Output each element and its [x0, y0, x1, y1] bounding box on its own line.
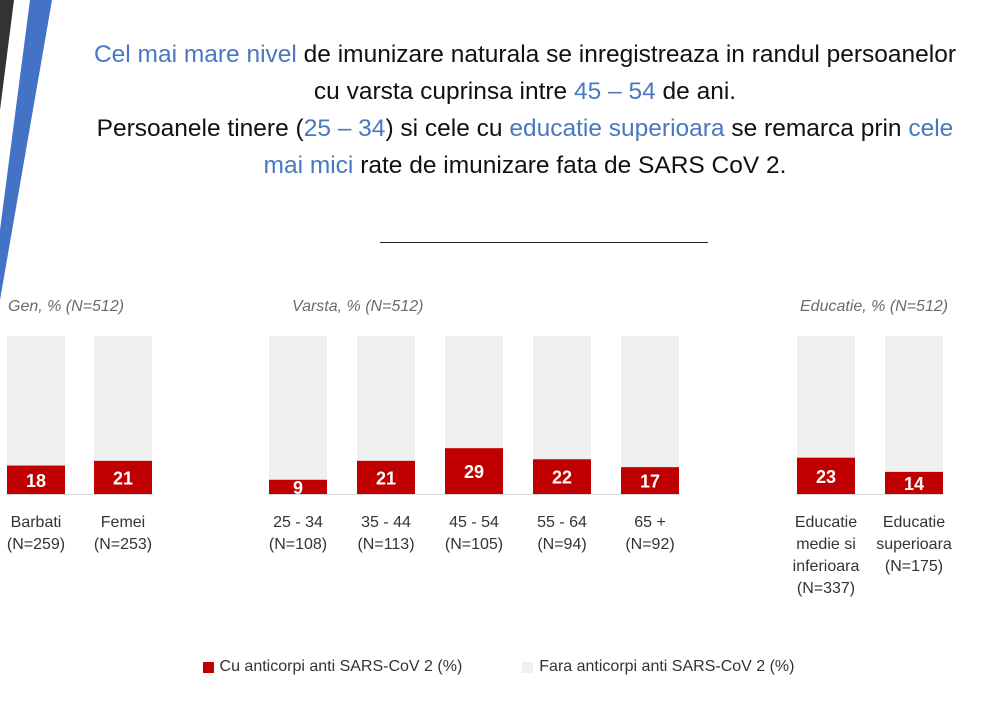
- category-label-7: Educatie medie si inferioara (N=337): [792, 514, 860, 597]
- headline-highlight-lowest: cele mai mici: [263, 115, 954, 179]
- bar-negative-8: [885, 336, 943, 472]
- bar-positive-8: [885, 471, 943, 494]
- legend-label-negative: Fara anticorpi anti SARS-CoV 2 (%): [539, 658, 795, 675]
- data-label-3: 21: [376, 468, 396, 488]
- data-label-7: 23: [816, 467, 836, 487]
- headline-highlight-age: 45 – 54: [573, 78, 656, 105]
- data-label-8: 14: [904, 474, 924, 494]
- category-label-6: 65 + (N=92): [625, 514, 675, 553]
- category-label-1: Femei (N=253): [93, 514, 153, 553]
- slide-decoration: [0, 0, 52, 300]
- bar-chart: 18 21 9 21 29 22 17 23 14: [6, 336, 944, 498]
- category-label-2: 25 - 34 (N=108): [268, 514, 328, 553]
- group-label-education: Educatie, % (N=512): [800, 298, 949, 315]
- headline: Cel mai mare nivel de imunizare naturala…: [90, 36, 960, 184]
- headline-text: de ani.: [655, 78, 737, 105]
- category-label-5: 55 - 64 (N=94): [537, 514, 587, 553]
- legend-swatch-negative: [522, 661, 534, 673]
- bar-positive-1: [94, 460, 152, 494]
- legend-item-positive: Cu anticorpi anti SARS-CoV 2 (%): [202, 658, 463, 676]
- bar-negative-2: [269, 336, 327, 480]
- legend-item-negative: Fara anticorpi anti SARS-CoV 2 (%): [522, 658, 794, 676]
- group-label-gender: Gen, % (N=512): [8, 298, 125, 315]
- bar-negative-7: [797, 336, 855, 458]
- data-label-5: 22: [552, 468, 572, 488]
- data-label-4: 29: [464, 462, 484, 482]
- category-label-3: 35 - 44 (N=113): [357, 514, 415, 553]
- group-label-age: Varsta, % (N=512): [292, 298, 424, 315]
- data-label-0: 18: [26, 471, 46, 491]
- category-label-4: 45 - 54 (N=105): [444, 514, 504, 553]
- headline-highlight-young: 25 – 34: [303, 115, 386, 142]
- bar-negative-1: [94, 336, 152, 461]
- headline-highlight-top: Cel mai mare nivel: [93, 41, 297, 68]
- bar-positive-5: [533, 459, 591, 494]
- category-label-8: Educatie superioara (N=175): [876, 514, 952, 575]
- divider-line: [380, 242, 708, 243]
- headline-text: ) si cele cu: [385, 115, 510, 142]
- data-label-2: 9: [293, 478, 303, 498]
- headline-text: Persoanele tinere (: [96, 115, 304, 142]
- category-label-0: Barbati (N=259): [6, 514, 66, 553]
- bar-positive-3: [357, 460, 415, 494]
- decoration-blue-stripe: [0, 0, 52, 300]
- headline-text: de imunizare naturala se inregistreaza i…: [296, 41, 957, 105]
- data-label-6: 17: [640, 472, 660, 492]
- bar-negative-0: [7, 336, 65, 466]
- legend-label-positive: Cu anticorpi anti SARS-CoV 2 (%): [219, 658, 463, 675]
- headline-text: se remarca prin: [724, 115, 909, 142]
- bar-positive-6: [621, 467, 679, 494]
- bar-positive-0: [7, 465, 65, 494]
- headline-text: rate de imunizare fata de SARS CoV 2.: [353, 152, 787, 179]
- data-label-1: 21: [113, 468, 133, 488]
- bar-negative-6: [621, 336, 679, 468]
- bar-positive-2: [269, 479, 327, 494]
- legend-swatch-positive: [202, 661, 214, 673]
- bar-negative-5: [533, 336, 591, 460]
- legend: Cu anticorpi anti SARS-CoV 2 (%) Fara an…: [0, 658, 997, 676]
- bar-negative-4: [445, 336, 503, 449]
- headline-highlight-education: educatie superioara: [509, 115, 725, 142]
- bar-positive-7: [797, 457, 855, 494]
- bar-positive-4: [445, 448, 503, 494]
- decoration-dark-stripe: [0, 0, 14, 110]
- bar-negative-3: [357, 336, 415, 461]
